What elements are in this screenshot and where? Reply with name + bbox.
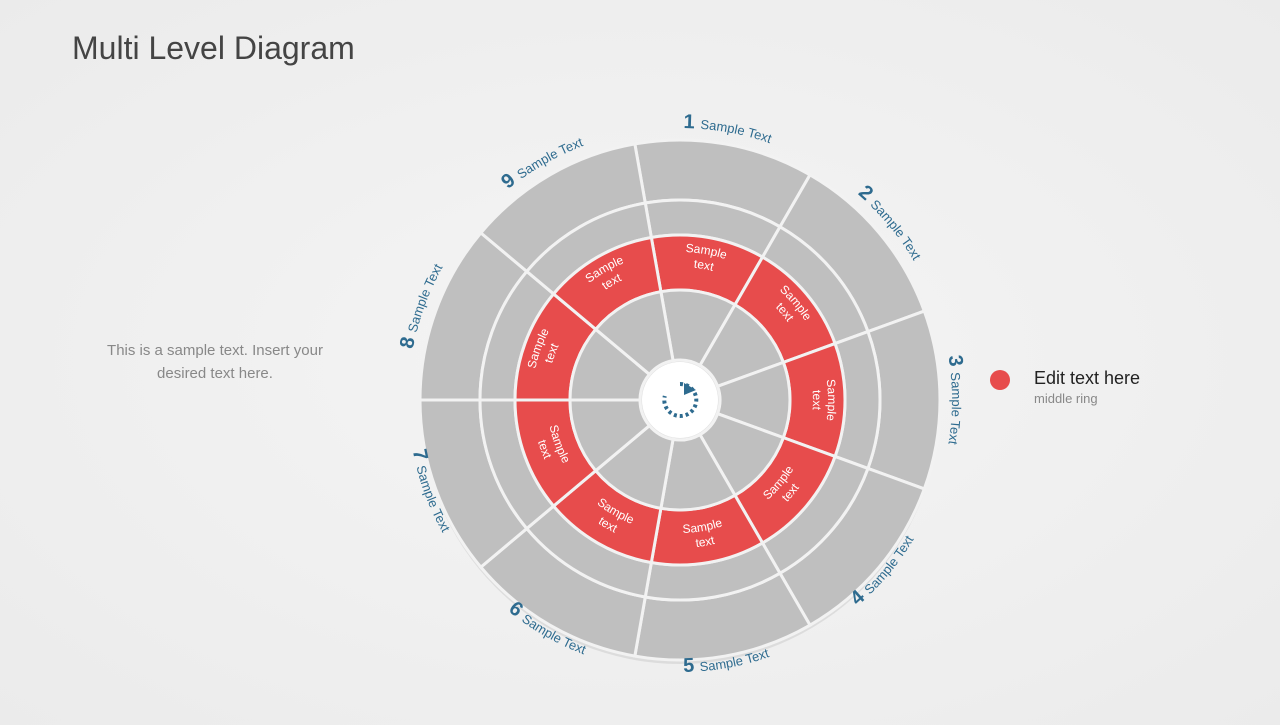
page-title: Multi Level Diagram — [72, 30, 355, 67]
legend-sub-text: middle ring — [1034, 391, 1140, 406]
legend-dot — [990, 370, 1010, 390]
legend-main-text: Edit text here — [1034, 368, 1140, 389]
left-caption: This is a sample text. Insert your desir… — [100, 340, 330, 385]
center-circle — [642, 362, 718, 438]
multi-level-diagram: 1 Sample Text2 Sample Text3 Sample Text4… — [370, 80, 990, 725]
legend: Edit text here middle ring — [990, 368, 1140, 406]
outer-label: 3 Sample Text — [944, 354, 968, 446]
red-ring-label: Sample — [824, 378, 839, 421]
